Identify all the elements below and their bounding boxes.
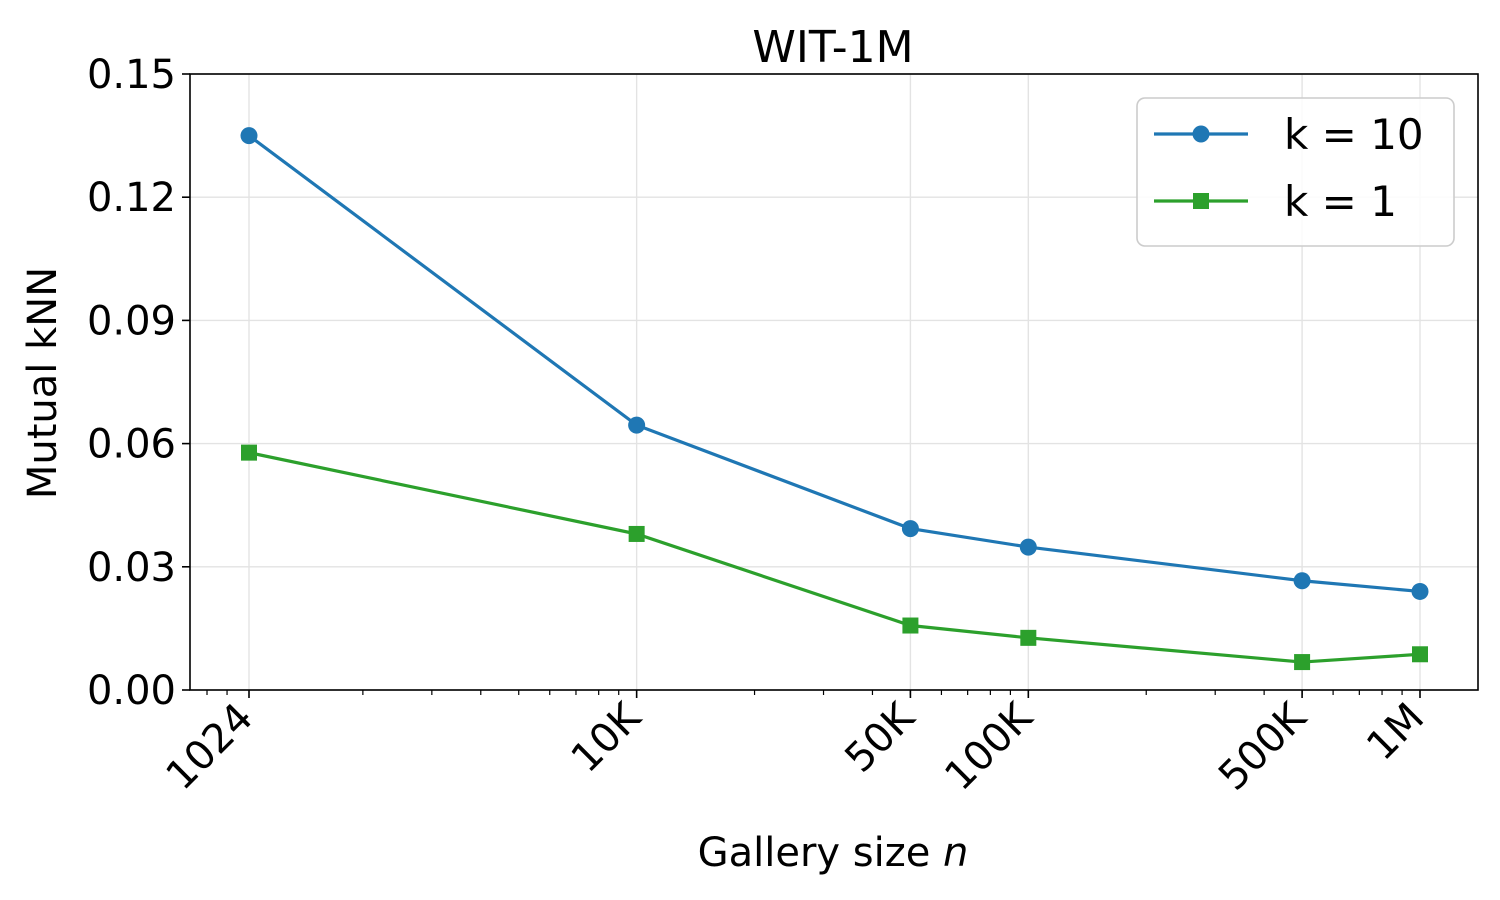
x-tick-label: 100K	[936, 693, 1042, 799]
chart-title: WIT-1M	[752, 22, 913, 73]
legend: k = 10 k = 1	[1136, 97, 1455, 247]
data-point	[1020, 629, 1037, 646]
y-tick-label: 0.00	[87, 668, 176, 714]
y-tick-label: 0.12	[87, 175, 176, 221]
x-minor-ticks	[206, 690, 1403, 695]
x-axis-label-variable: n	[943, 830, 968, 876]
data-point	[628, 525, 645, 542]
legend-marker	[1192, 125, 1210, 143]
legend-label: k = 10	[1284, 110, 1424, 159]
data-point	[1293, 572, 1311, 590]
data-point	[1411, 582, 1429, 600]
plot-frame	[189, 73, 1479, 691]
x-tick-label: 50K	[836, 693, 924, 781]
x-tick-label: 1M	[1358, 695, 1433, 770]
x-axis: 1024 10K 50K 100K 500K 1M	[158, 690, 1433, 800]
x-axis-label-text: Gallery size	[698, 830, 943, 876]
data-point	[1019, 538, 1037, 556]
data-point	[902, 617, 919, 634]
y-tick-label: 0.09	[87, 298, 176, 344]
data-point	[628, 416, 646, 434]
legend-label: k = 1	[1284, 177, 1397, 226]
x-tick-label: 500K	[1210, 693, 1316, 799]
y-tick-label: 0.15	[87, 52, 176, 98]
y-axis: 0.00 0.03 0.06 0.09 0.12 0.15	[87, 52, 190, 714]
series-line-1	[248, 451, 1421, 664]
data-point	[241, 444, 257, 461]
legend-marker	[1193, 193, 1209, 209]
y-axis-label: Mutual kNN	[20, 267, 66, 499]
x-tick-label: 10K	[563, 693, 651, 781]
data-point	[1294, 654, 1311, 671]
y-tick-label: 0.06	[87, 422, 176, 468]
data-point	[240, 127, 258, 145]
series-line-0	[248, 134, 1421, 594]
y-tick-label: 0.03	[87, 545, 176, 591]
data-point	[901, 520, 919, 538]
series-group	[240, 127, 1429, 671]
x-axis-label: Gallery size n	[698, 830, 969, 876]
data-point	[1412, 646, 1428, 663]
